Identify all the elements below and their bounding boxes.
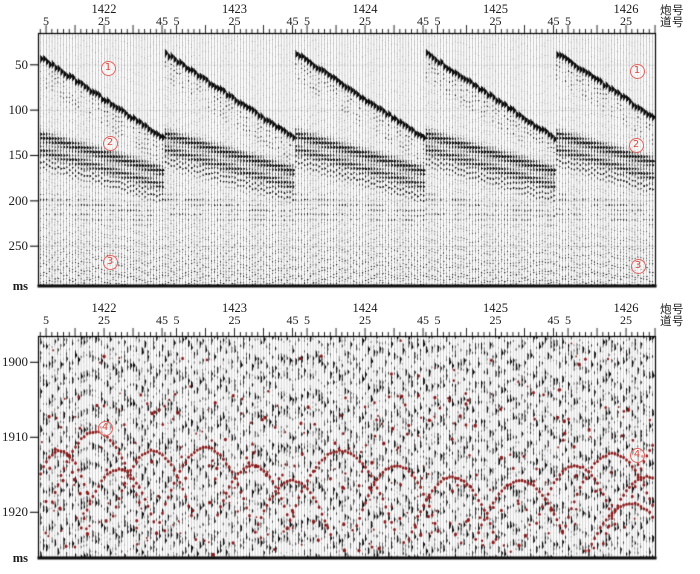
trace-number-label: 25 bbox=[489, 313, 502, 327]
trace-number-label: 45 bbox=[417, 313, 429, 327]
annotation-circled-2: 2 bbox=[102, 135, 118, 151]
shot-number-label-1422: 1422 bbox=[91, 301, 117, 315]
trace-number-label: 25 bbox=[98, 313, 110, 327]
trace-axis-title: 道号 bbox=[660, 314, 684, 328]
trace-number-label: 5 bbox=[434, 313, 441, 327]
shot-axis-title: 炮号 bbox=[660, 302, 684, 316]
trace-number-label: 45 bbox=[156, 14, 168, 28]
trace-number-label: 25 bbox=[489, 14, 502, 28]
trace-number-label: 25 bbox=[359, 313, 371, 327]
annotation-circled-2: 2 bbox=[628, 137, 644, 153]
trace-number-label: 25 bbox=[359, 14, 371, 28]
annotation-circled-3: 3 bbox=[630, 258, 646, 274]
trace-number-label: 5 bbox=[43, 313, 49, 327]
shot-number-label-1424: 1424 bbox=[352, 2, 378, 16]
trace-number-label: 5 bbox=[434, 14, 441, 28]
time-tick-label: 1900 bbox=[2, 354, 28, 370]
time-tick-label: 50 bbox=[15, 56, 28, 72]
trace-number-label: 25 bbox=[620, 14, 632, 28]
time-unit-label: ms bbox=[12, 279, 28, 293]
shot-number-label-1422: 1422 bbox=[91, 2, 117, 16]
annotation-circled-4: 4 bbox=[97, 420, 113, 436]
trace-number-label: 25 bbox=[620, 313, 632, 327]
time-unit-label: ms bbox=[12, 551, 28, 565]
trace-number-label: 5 bbox=[304, 14, 310, 28]
trace-number-label: 5 bbox=[173, 313, 180, 327]
shot-number-label-1424: 1424 bbox=[352, 301, 378, 315]
shot-number-label-1425: 1425 bbox=[483, 2, 508, 16]
time-tick-label: 1910 bbox=[2, 429, 28, 445]
shot-axis-title: 炮号 bbox=[660, 3, 684, 17]
shot-number-label-1423: 1423 bbox=[222, 2, 247, 16]
time-tick-label: 150 bbox=[8, 147, 29, 163]
annotation-circled-4: 4 bbox=[629, 447, 645, 463]
time-tick-label: 1920 bbox=[2, 504, 28, 520]
shot-number-label-1426: 1426 bbox=[613, 301, 639, 315]
shot-number-label-1425: 1425 bbox=[483, 301, 508, 315]
annotation-circled-1: 1 bbox=[100, 60, 116, 76]
trace-number-label: 45 bbox=[547, 14, 560, 28]
time-tick-label: 200 bbox=[8, 192, 29, 208]
shot-number-label-1423: 1423 bbox=[222, 301, 247, 315]
trace-number-label: 5 bbox=[304, 313, 310, 327]
trace-number-label: 5 bbox=[565, 313, 571, 327]
trace-number-label: 45 bbox=[417, 14, 429, 28]
time-tick-label: 250 bbox=[8, 238, 29, 254]
trace-number-label: 45 bbox=[156, 313, 168, 327]
trace-axis-title: 道号 bbox=[660, 15, 684, 29]
trace-number-label: 5 bbox=[43, 14, 49, 28]
shot-number-label-1426: 1426 bbox=[613, 2, 639, 16]
time-tick-label: 100 bbox=[8, 102, 29, 118]
annotation-circled-3: 3 bbox=[102, 254, 118, 270]
trace-number-label: 25 bbox=[98, 14, 110, 28]
trace-number-label: 5 bbox=[565, 14, 571, 28]
trace-number-label: 45 bbox=[547, 313, 560, 327]
trace-number-label: 45 bbox=[286, 313, 299, 327]
annotation-circled-1: 1 bbox=[629, 63, 645, 79]
trace-number-label: 25 bbox=[228, 14, 241, 28]
trace-number-label: 5 bbox=[173, 14, 180, 28]
trace-number-label: 45 bbox=[286, 14, 299, 28]
trace-number-label: 25 bbox=[228, 313, 241, 327]
